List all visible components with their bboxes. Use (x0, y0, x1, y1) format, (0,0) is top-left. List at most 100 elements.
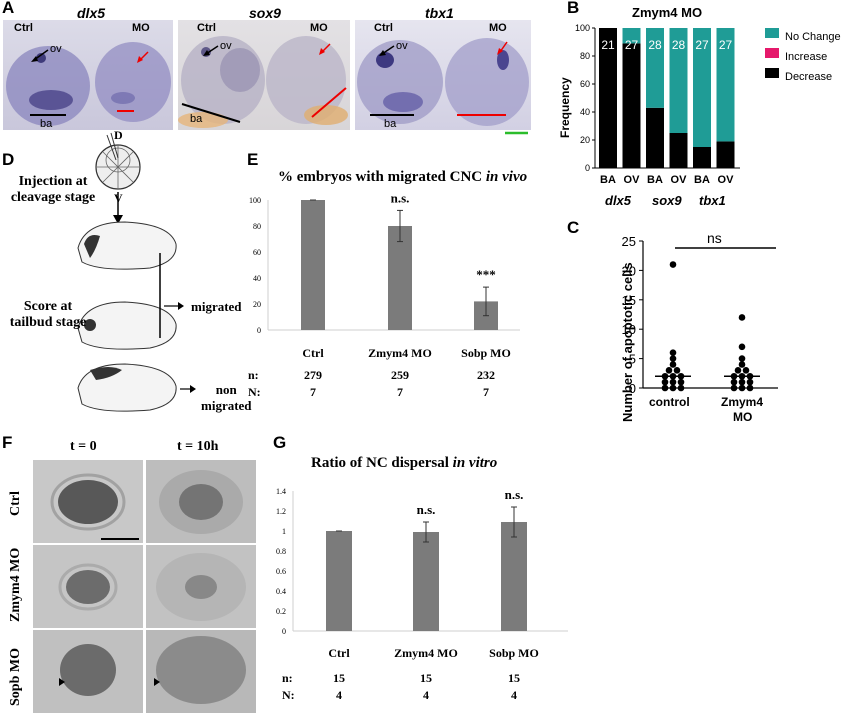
b-ytick-label: 0 (585, 163, 590, 173)
c-ytick-label: 15 (622, 293, 636, 308)
category-label: Ctrl (328, 646, 350, 660)
ov-label-3: ov (396, 40, 408, 52)
f-ctrl-t10 (146, 460, 256, 543)
b-bar-count: 27 (625, 38, 639, 52)
c-point (730, 384, 738, 392)
category-label: Zmym4 MO (394, 646, 458, 660)
ctrl-label-3: Ctrl (374, 22, 393, 34)
b-xtick-label: BA (694, 174, 710, 186)
ytick-label: 0 (257, 326, 261, 335)
bar (413, 532, 439, 631)
embryo-1 (77, 221, 177, 270)
c-ytick-label: 25 (622, 234, 636, 249)
N-value: 4 (511, 688, 517, 702)
bar (301, 200, 325, 330)
c-point (746, 378, 754, 386)
N-label: N: (282, 688, 295, 702)
c-ytick-label: 20 (622, 263, 636, 278)
panel-e-label: E (247, 150, 259, 169)
c-point (673, 367, 681, 374)
panel-a-label: A (2, 0, 15, 17)
c-point (730, 378, 738, 386)
dlx5-photo (3, 20, 173, 130)
c-point (738, 384, 746, 392)
b-xtick-label: BA (600, 174, 616, 186)
d-migrated: migrated (191, 299, 242, 314)
ytick-label: 1 (282, 527, 286, 536)
ytick-label: 0.4 (276, 587, 286, 596)
bar (326, 531, 352, 631)
c-point (669, 378, 677, 386)
panel-e-title: % embryos with migrated CNC in vivo (278, 169, 528, 185)
panel-b-label: B (567, 0, 580, 17)
b-ytick-label: 40 (580, 107, 590, 117)
panel-f-label: F (2, 433, 13, 452)
category-label: Sobp MO (489, 646, 539, 660)
gene-sox9: sox9 (249, 5, 281, 21)
legend-decrease: Decrease (785, 71, 833, 83)
ba-label-1: ba (40, 118, 53, 130)
c-xlabel-mo: MO (733, 410, 753, 424)
b-bar-count: 21 (601, 38, 615, 52)
b-bar-decrease (693, 147, 711, 168)
ytick-label: 40 (253, 274, 261, 283)
c-point (742, 367, 750, 374)
b-bar-count: 27 (695, 38, 709, 52)
legend-increase: Increase (785, 51, 828, 63)
c-point (677, 384, 685, 392)
n-value: 232 (477, 368, 495, 382)
ctrl-label-2: Ctrl (197, 22, 216, 34)
f-ctrl-t0 (33, 460, 143, 543)
n-value: 259 (391, 368, 409, 382)
N-value: 7 (483, 385, 489, 399)
ov-label-1: ov (50, 43, 62, 55)
ytick-label: 100 (249, 196, 261, 205)
b-xtick-label: OV (718, 174, 735, 186)
f-sobp-t0 (33, 630, 143, 713)
tbx1-photo (355, 20, 531, 130)
d-dorsal: D (114, 128, 123, 142)
c-point (669, 384, 677, 392)
d-score: Score at tailbud stage (9, 299, 87, 330)
c-point (738, 378, 746, 386)
n-value: 15 (420, 671, 432, 685)
b-bar-no-change (669, 28, 688, 133)
ytick-label: 0.8 (276, 547, 286, 556)
c-point (738, 355, 746, 362)
b-legend-swatch (765, 68, 779, 78)
ytick-label: 20 (253, 300, 261, 309)
sig-annotation: *** (476, 267, 496, 282)
n-label: n: (282, 671, 293, 685)
ba-label-3: ba (384, 118, 397, 130)
embryo-3 (77, 363, 177, 412)
b-gene-sox9: sox9 (652, 193, 682, 208)
ctrl-label-1: Ctrl (14, 22, 33, 34)
panel-c-sig: ns (707, 230, 722, 246)
sig-annotation: n.s. (505, 487, 524, 502)
b-bar-decrease (669, 133, 688, 168)
f-zmym4-t0 (33, 545, 143, 628)
c-point (661, 384, 669, 392)
N-value: 7 (397, 385, 403, 399)
ytick-label: 0 (282, 627, 286, 636)
ytick-label: 1.2 (276, 507, 286, 516)
ytick-label: 60 (253, 248, 261, 257)
N-label: N: (248, 385, 261, 399)
b-ytick-label: 100 (575, 23, 590, 33)
b-gene-dlx5: dlx5 (605, 193, 632, 208)
panel-g-title: Ratio of NC dispersal in vitro (311, 455, 498, 471)
N-value: 4 (423, 688, 429, 702)
b-bar-decrease (646, 107, 664, 168)
mo-label-1: MO (132, 22, 150, 34)
f-zmym4-t10 (146, 545, 256, 628)
b-ytick-label: 80 (580, 51, 590, 61)
c-point (669, 355, 677, 362)
b-xtick-label: BA (647, 174, 663, 186)
c-ytick-label: 0 (629, 381, 636, 396)
sig-annotation: n.s. (417, 502, 436, 517)
c-point (677, 378, 685, 386)
